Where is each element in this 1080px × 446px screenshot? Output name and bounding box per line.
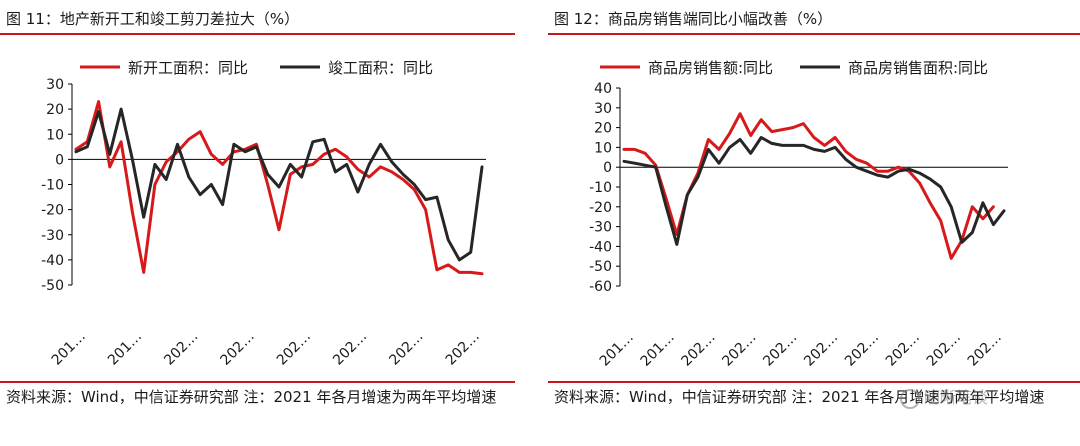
x-tick-label: 201… <box>597 330 637 370</box>
y-tick-label: -30 <box>589 220 612 236</box>
y-tick-label: 0 <box>55 152 64 168</box>
x-tick-label: 202… <box>719 330 759 370</box>
y-tick-label: 20 <box>46 102 64 118</box>
series-line <box>74 107 484 262</box>
watermark: 明晰笔谈 <box>900 384 988 409</box>
chart-panel-right: 图 12：商品房销售端同比小幅改善（%） 商品房销售额:同比 商品房销售面积:同比… <box>548 0 1080 446</box>
y-tick-label: -60 <box>589 279 612 295</box>
y-tick-label: -20 <box>41 203 64 219</box>
y-tick-label: -40 <box>589 239 612 255</box>
x-tick-label: 201… <box>638 330 678 370</box>
source-note: 资料来源：Wind，中信证券研究部 注：2021 年各月增速为两年平均增速 <box>6 388 497 406</box>
x-tick-label: 202… <box>883 330 923 370</box>
title-rule <box>0 33 515 35</box>
source-rule <box>548 381 1080 383</box>
x-tick-label: 202… <box>760 330 800 370</box>
y-tick-label: 10 <box>594 140 612 156</box>
x-tick-label: 202… <box>965 330 1005 370</box>
figure-title: 图 12：商品房销售端同比小幅改善（%） <box>554 10 833 28</box>
legend-label: 商品房销售额:同比 <box>648 59 773 77</box>
x-tick-label: 201… <box>105 329 145 369</box>
line-chart-sales: 商品房销售额:同比 商品房销售面积:同比 40 30 20 10 0 -10 -20 -30 -40… <box>589 59 1008 370</box>
y-tick-label: -50 <box>589 259 612 275</box>
series-line <box>74 100 484 276</box>
x-tick-label: 202… <box>274 329 314 369</box>
figure-title: 图 11：地产新开工和竣工剪刀差拉大（%） <box>6 10 300 28</box>
chart-panel-left: 图 11：地产新开工和竣工剪刀差拉大（%） 新开工面积：同比 竣工面积：同比 30 2… <box>0 0 525 446</box>
series-line <box>622 136 1006 246</box>
x-tick-label: 202… <box>678 330 718 370</box>
y-tick-label: -10 <box>41 178 64 194</box>
legend-label: 新开工面积：同比 <box>128 59 248 77</box>
x-tick-label: 202… <box>386 329 426 369</box>
x-tick-label: 201… <box>49 329 89 369</box>
y-tick-label: 10 <box>46 127 64 143</box>
y-tick-label: -20 <box>589 200 612 216</box>
source-note: 资料来源：Wind，中信证券研究部 注：2021 年各月增速为两年平均增速 <box>554 388 1045 406</box>
y-tick-label: 0 <box>603 160 612 176</box>
y-tick-label: -50 <box>41 278 64 294</box>
x-tick-label: 202… <box>924 330 964 370</box>
y-tick-label: -40 <box>41 253 64 269</box>
x-tick-label: 202… <box>161 329 201 369</box>
legend-label: 商品房销售面积:同比 <box>848 59 988 77</box>
line-chart-construction: 新开工面积：同比 竣工面积：同比 30 20 10 0 -10 -20 -30 -40 -50 201… <box>41 59 486 369</box>
y-tick-label: -10 <box>589 180 612 196</box>
x-tick-label: 202… <box>842 330 882 370</box>
x-tick-label: 202… <box>218 329 258 369</box>
y-tick-label: 30 <box>46 77 64 93</box>
title-rule <box>548 33 1080 35</box>
x-tick-label: 202… <box>443 329 483 369</box>
x-tick-label: 202… <box>330 329 370 369</box>
wechat-icon <box>900 388 920 409</box>
source-rule <box>0 381 515 383</box>
y-tick-label: 20 <box>594 121 612 137</box>
watermark-text: 明晰笔谈 <box>924 388 989 407</box>
y-tick-label: 40 <box>594 81 612 97</box>
y-tick-label: -30 <box>41 228 64 244</box>
y-tick-label: 30 <box>594 101 612 117</box>
legend-label: 竣工面积：同比 <box>328 59 433 77</box>
x-tick-label: 202… <box>801 330 841 370</box>
